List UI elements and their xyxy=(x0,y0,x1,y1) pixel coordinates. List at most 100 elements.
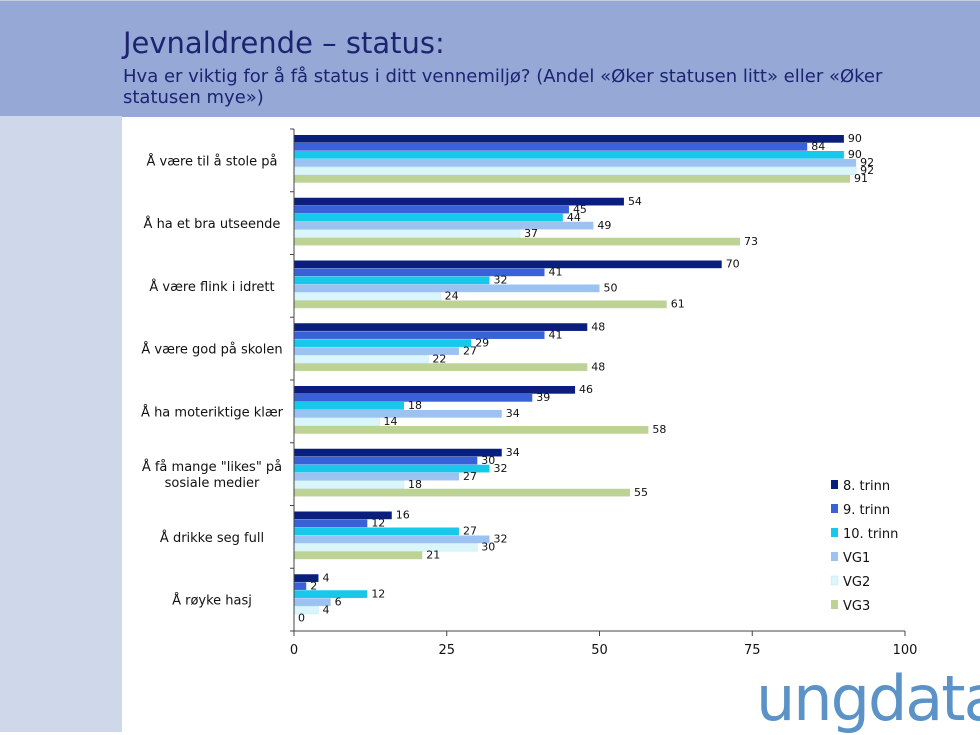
data-label: 32 xyxy=(494,462,508,475)
legend-label: 9. trinn xyxy=(843,503,890,518)
data-label: 30 xyxy=(481,454,495,467)
data-label: 44 xyxy=(567,211,581,224)
bar xyxy=(293,355,429,364)
data-label: 27 xyxy=(463,344,477,357)
data-label: 90 xyxy=(848,132,862,145)
data-label: 34 xyxy=(506,407,520,420)
legend-label: VG3 xyxy=(843,599,870,614)
data-label: 12 xyxy=(371,517,385,530)
bar xyxy=(293,480,405,489)
data-label: 46 xyxy=(579,383,593,396)
bar xyxy=(294,135,844,143)
bar xyxy=(294,574,319,582)
data-label: 30 xyxy=(481,541,495,554)
data-label: 84 xyxy=(811,140,825,153)
x-tick-label: 50 xyxy=(591,643,608,658)
legend-swatch xyxy=(831,552,838,561)
data-label: 39 xyxy=(536,391,550,404)
data-label: 16 xyxy=(396,509,410,522)
data-label: 2 xyxy=(310,579,317,592)
legend-swatch xyxy=(831,480,838,489)
bar xyxy=(294,143,808,151)
ungdata-logo: ungdata xyxy=(756,662,980,735)
legend-swatch xyxy=(831,600,838,609)
bar xyxy=(294,456,478,465)
legend-label: 8. trinn xyxy=(843,479,890,494)
bar xyxy=(294,237,741,246)
data-label: 18 xyxy=(408,399,422,412)
data-label: 92 xyxy=(860,164,874,177)
bar xyxy=(294,363,588,371)
data-label: 50 xyxy=(604,282,618,295)
data-label: 61 xyxy=(671,298,685,311)
data-label: 12 xyxy=(371,587,385,600)
data-label: 32 xyxy=(494,274,508,287)
bar xyxy=(294,151,844,159)
bar xyxy=(293,292,441,301)
bar xyxy=(294,260,722,269)
category-label: Å ha et bra utseende xyxy=(144,216,281,232)
bar xyxy=(294,511,392,520)
category-label: Å få mange "likes" på xyxy=(142,459,282,475)
x-tick-label: 75 xyxy=(744,643,761,658)
bar xyxy=(294,488,631,497)
bar xyxy=(294,519,368,528)
bar xyxy=(294,300,667,309)
data-label: 45 xyxy=(573,203,587,216)
bar xyxy=(294,339,472,347)
category-label: Å røyke hasj xyxy=(172,593,252,609)
bar xyxy=(294,590,368,598)
category-label: Å være god på skolen xyxy=(141,342,282,358)
data-label: 58 xyxy=(652,423,666,436)
data-label: 55 xyxy=(634,486,648,499)
bar xyxy=(294,347,459,355)
bar xyxy=(294,448,502,457)
bar xyxy=(294,535,490,544)
x-tick-label: 25 xyxy=(438,643,455,658)
bar xyxy=(294,464,490,473)
bar xyxy=(294,159,857,167)
data-label: 6 xyxy=(335,595,342,608)
slide-subtitle: Hva er viktig for å få status i ditt ven… xyxy=(123,66,883,108)
data-label: 92 xyxy=(860,156,874,169)
legend-label: VG1 xyxy=(843,551,870,566)
bar xyxy=(294,284,600,293)
data-label: 22 xyxy=(432,352,446,365)
category-label: Å være til å stole på xyxy=(146,153,277,169)
bar xyxy=(293,166,857,175)
data-label: 49 xyxy=(597,219,611,232)
data-label: 41 xyxy=(549,328,563,341)
category-label: sosiale medier xyxy=(165,476,260,491)
data-label: 90 xyxy=(848,148,862,161)
data-label: 27 xyxy=(463,525,477,538)
legend-label: VG2 xyxy=(843,575,870,590)
data-label: 34 xyxy=(506,446,520,459)
bar xyxy=(294,331,545,339)
data-label: 21 xyxy=(426,549,440,562)
x-tick-label: 100 xyxy=(893,643,918,658)
bar xyxy=(293,543,478,552)
bar xyxy=(294,197,624,206)
bar xyxy=(294,527,459,536)
data-label: 37 xyxy=(524,227,538,240)
data-label: 54 xyxy=(628,195,642,208)
legend-swatch xyxy=(831,528,838,537)
bar xyxy=(294,386,576,394)
bar xyxy=(294,582,307,590)
data-label: 32 xyxy=(494,533,508,546)
data-label: 48 xyxy=(591,320,605,333)
bar xyxy=(294,221,594,230)
data-label: 73 xyxy=(744,235,758,248)
category-label: Å ha moteriktige klær xyxy=(141,404,284,420)
bar xyxy=(294,551,423,560)
bar xyxy=(294,598,331,606)
bar xyxy=(294,426,649,434)
data-label: 41 xyxy=(549,266,563,279)
bar xyxy=(294,402,404,410)
data-label: 27 xyxy=(463,470,477,483)
data-label: 14 xyxy=(384,415,398,428)
bar xyxy=(294,276,490,285)
bar xyxy=(294,472,459,481)
header-band xyxy=(0,0,980,117)
